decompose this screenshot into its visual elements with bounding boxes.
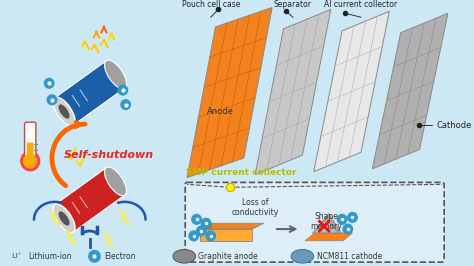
Circle shape (343, 224, 353, 234)
Text: Self-shutdown: Self-shutdown (64, 150, 154, 160)
FancyBboxPatch shape (27, 143, 34, 162)
Text: Al current collector: Al current collector (324, 1, 398, 9)
FancyBboxPatch shape (185, 182, 444, 262)
Circle shape (189, 231, 199, 241)
Text: Electron: Electron (104, 252, 136, 261)
Ellipse shape (291, 250, 314, 263)
Text: Lithium-ion: Lithium-ion (28, 252, 72, 261)
Ellipse shape (53, 204, 75, 233)
Polygon shape (341, 233, 353, 241)
Polygon shape (201, 223, 212, 241)
Ellipse shape (105, 60, 127, 89)
Text: Cathode: Cathode (437, 120, 472, 130)
Circle shape (24, 154, 37, 168)
Text: SMP current collector: SMP current collector (186, 168, 296, 177)
Circle shape (201, 218, 211, 228)
Polygon shape (55, 61, 125, 125)
Polygon shape (305, 233, 353, 241)
Text: Shape
memory: Shape memory (310, 211, 342, 231)
Ellipse shape (59, 211, 70, 226)
Circle shape (47, 95, 57, 105)
Polygon shape (55, 168, 125, 232)
Circle shape (337, 214, 347, 224)
Polygon shape (313, 214, 341, 233)
Text: Graphite anode: Graphite anode (199, 252, 258, 261)
Text: Li⁺: Li⁺ (12, 253, 22, 259)
Circle shape (206, 231, 216, 241)
Polygon shape (314, 11, 389, 172)
Circle shape (197, 226, 206, 236)
Ellipse shape (59, 104, 70, 119)
Text: Pouch cell case: Pouch cell case (182, 1, 240, 9)
Circle shape (89, 251, 100, 262)
Text: Anode: Anode (207, 107, 234, 116)
Polygon shape (372, 13, 448, 169)
Polygon shape (187, 7, 272, 177)
Ellipse shape (53, 97, 75, 126)
Circle shape (348, 213, 357, 222)
Polygon shape (305, 233, 315, 241)
Text: Loss of
conductivity: Loss of conductivity (231, 198, 279, 217)
Ellipse shape (173, 250, 196, 263)
Text: NCM811 cathode: NCM811 cathode (317, 252, 382, 261)
Circle shape (21, 151, 40, 171)
Circle shape (45, 78, 54, 88)
Polygon shape (313, 219, 338, 233)
Circle shape (192, 214, 201, 224)
Ellipse shape (105, 167, 127, 196)
Polygon shape (201, 223, 264, 229)
Circle shape (121, 100, 130, 110)
Polygon shape (255, 9, 331, 175)
Circle shape (118, 85, 128, 95)
FancyBboxPatch shape (25, 122, 36, 165)
Text: Separator: Separator (274, 1, 312, 9)
Polygon shape (201, 229, 252, 241)
